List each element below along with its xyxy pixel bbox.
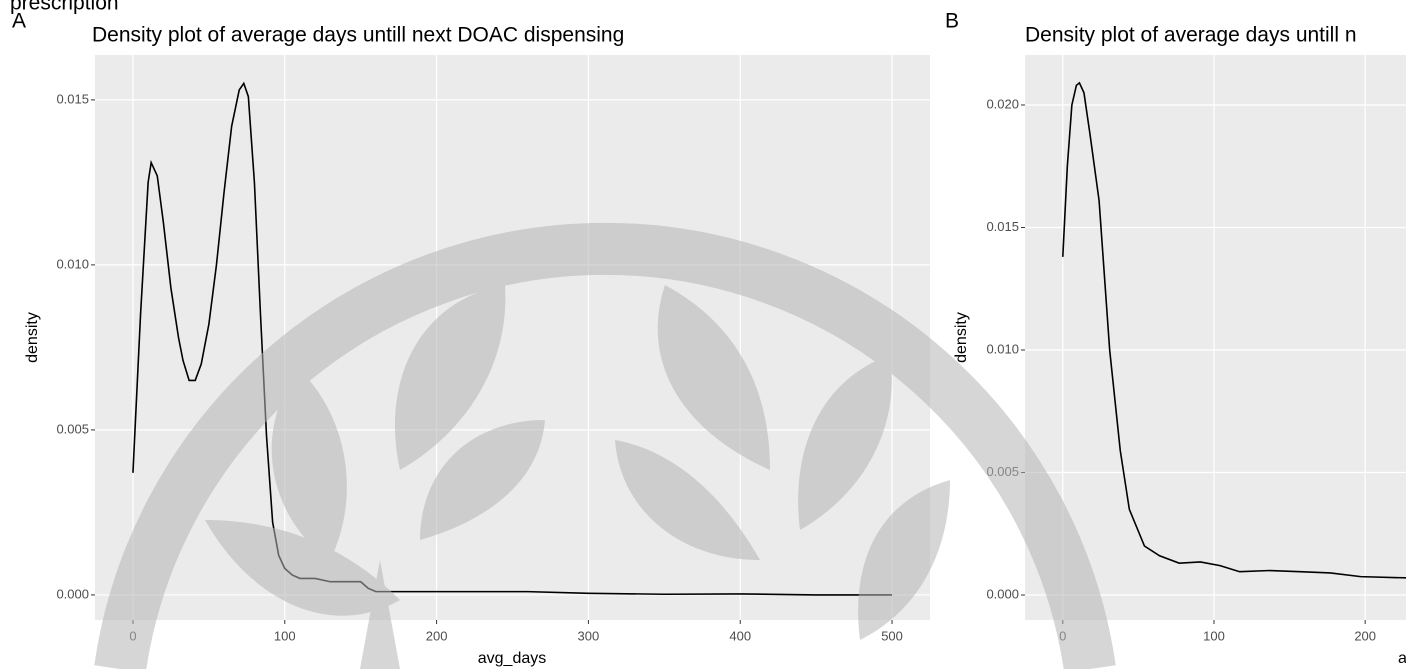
chart-title: Density plot of average days untill next… — [92, 24, 624, 47]
watermark-leaf — [271, 370, 347, 560]
x-tick-label: 200 — [426, 628, 448, 643]
watermark-leaf — [205, 520, 400, 616]
x-tick-label: 400 — [729, 628, 751, 643]
y-tick-label: 0.010 — [56, 256, 89, 271]
chart-title: Density plot of average days untill n — [1025, 24, 1357, 47]
y-tick-label: 0.000 — [56, 586, 89, 601]
x-tick-label: 100 — [274, 628, 296, 643]
watermark-leaf — [420, 420, 545, 540]
plot-area — [1062, 81, 1406, 579]
x-tick-label: 300 — [578, 628, 600, 643]
y-axis-title: density — [24, 312, 41, 363]
y-tick-label: 0.015 — [986, 219, 1019, 234]
panel-label: B — [945, 10, 959, 33]
x-tick-label: 500 — [881, 628, 903, 643]
watermark-leaf — [798, 355, 892, 530]
x-axis-title: avg_days — [478, 650, 547, 667]
y-tick-label: 0.000 — [986, 586, 1019, 601]
watermark-ring — [94, 222, 1116, 669]
plot-background — [1025, 55, 1406, 620]
panel-label: A — [12, 10, 26, 33]
y-axis-title: density — [953, 312, 970, 363]
watermark-leaf — [394, 285, 506, 470]
watermark-leaf — [360, 560, 400, 669]
watermark-leaf — [858, 480, 950, 640]
x-tick-label: 200 — [1354, 628, 1376, 643]
caption: prescription — [10, 0, 119, 15]
y-tick-label: 0.010 — [986, 341, 1019, 356]
watermark-leaf — [615, 440, 760, 560]
x-tick-label: 100 — [1203, 628, 1225, 643]
watermark-leaf — [657, 285, 770, 470]
x-axis-title: a — [1398, 650, 1406, 667]
y-tick-label: 0.020 — [986, 96, 1019, 111]
density-line — [1062, 81, 1406, 579]
y-tick-label: 0.005 — [56, 421, 89, 436]
watermark — [94, 222, 1116, 669]
y-tick-label: 0.015 — [56, 91, 89, 106]
